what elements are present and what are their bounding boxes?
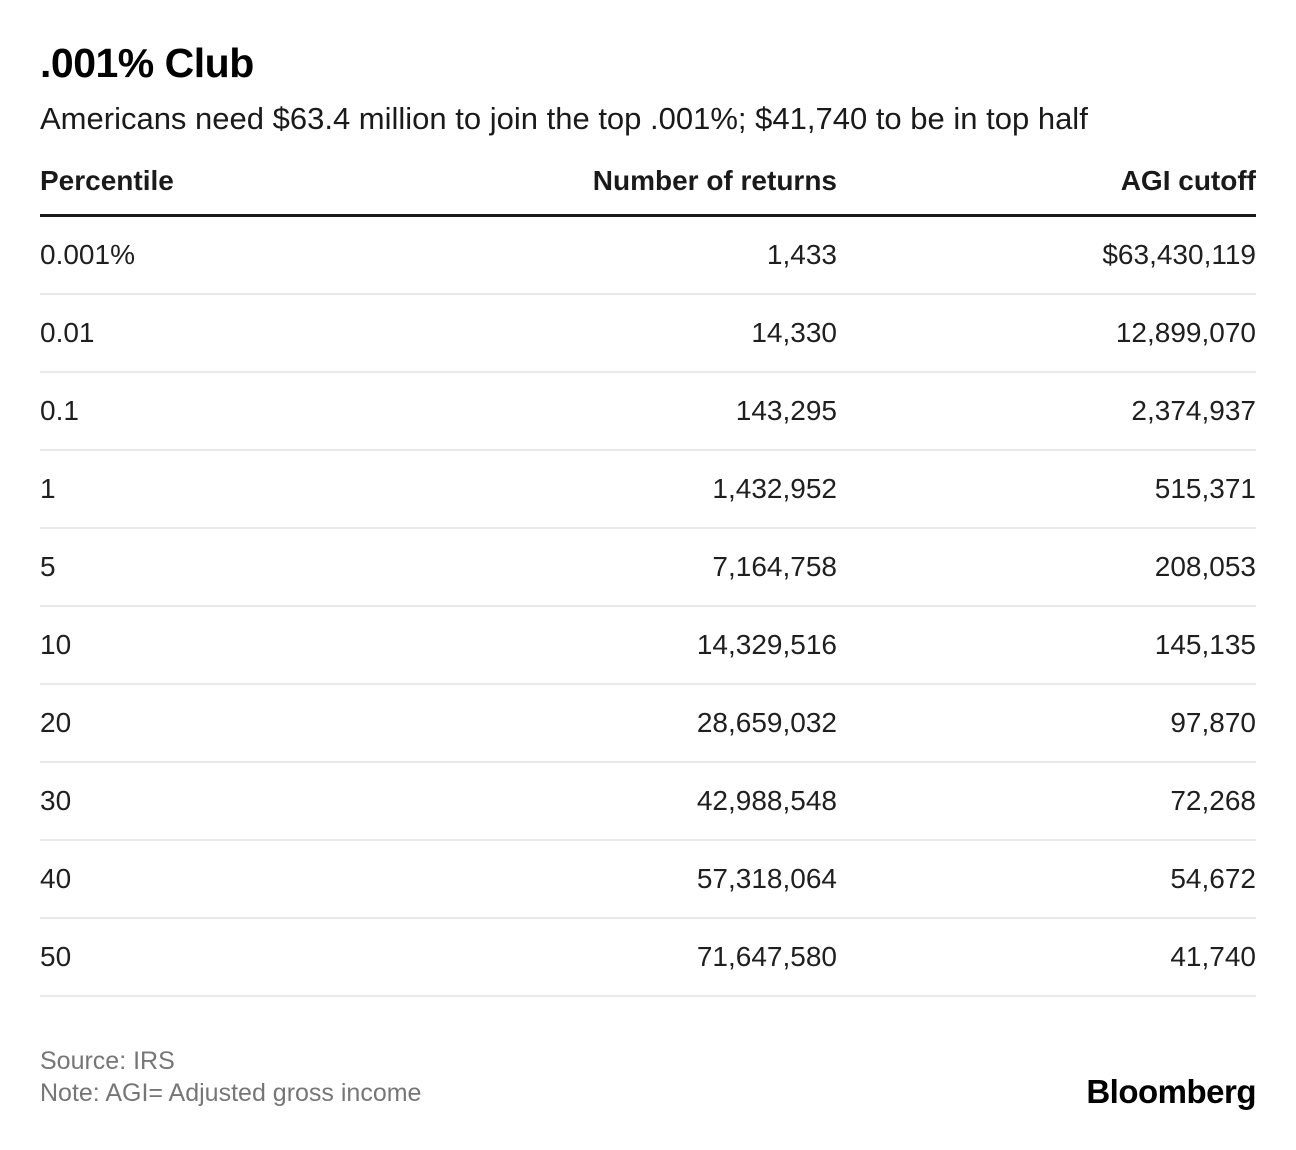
cell-percentile: 50 — [40, 941, 72, 972]
cell-agi-cutoff: 208,053 — [1154, 551, 1256, 582]
cell-percentile: 5 — [40, 551, 56, 582]
cell-number-of-returns: 42,988,548 — [696, 785, 837, 816]
cell-percentile: 40 — [40, 863, 72, 894]
table-row: 0.1 143,295 2,374,937 — [40, 373, 1256, 451]
cell-number-of-returns: 1,433 — [766, 239, 837, 270]
cell-number-of-returns: 71,647,580 — [696, 941, 837, 972]
cell-agi-cutoff: 97,870 — [1170, 707, 1256, 738]
page-title: .001% Club — [40, 40, 254, 86]
cell-percentile: 10 — [40, 629, 72, 660]
percentile-table: Percentile Number of returns AGI cutoff … — [40, 164, 1256, 997]
table-row: 20 28,659,032 97,870 — [40, 685, 1256, 763]
cell-percentile: 0.001% — [40, 239, 135, 270]
footer-notes: Source: IRS Note: AGI= Adjusted gross in… — [40, 1045, 421, 1109]
page-subtitle: Americans need $63.4 million to join the… — [40, 101, 1088, 136]
column-header-percentile: Percentile — [40, 165, 174, 196]
table-row: 40 57,318,064 54,672 — [40, 841, 1256, 919]
cell-number-of-returns: 7,164,758 — [712, 551, 837, 582]
bloomberg-logo: Bloomberg — [1086, 1073, 1256, 1110]
cell-percentile: 1 — [40, 473, 56, 504]
table-row: 10 14,329,516 145,135 — [40, 607, 1256, 685]
table-row: 0.001% 1,433 $63,430,119 — [40, 217, 1256, 295]
table-row: 50 71,647,580 41,740 — [40, 919, 1256, 997]
cell-number-of-returns: 28,659,032 — [696, 707, 837, 738]
footer: Source: IRS Note: AGI= Adjusted gross in… — [40, 1045, 1256, 1109]
column-header-agi-cutoff: AGI cutoff — [1120, 165, 1256, 196]
cell-agi-cutoff: 145,135 — [1154, 629, 1256, 660]
cell-number-of-returns: 57,318,064 — [696, 863, 837, 894]
table-row: 30 42,988,548 72,268 — [40, 763, 1256, 841]
column-header-number-of-returns: Number of returns — [592, 165, 837, 196]
cell-percentile: 0.01 — [40, 317, 95, 348]
cell-number-of-returns: 1,432,952 — [712, 473, 837, 504]
table-row: 5 7,164,758 208,053 — [40, 529, 1256, 607]
cell-agi-cutoff: $63,430,119 — [1102, 239, 1256, 270]
cell-agi-cutoff: 2,374,937 — [1131, 395, 1256, 426]
cell-percentile: 0.1 — [40, 395, 79, 426]
cell-number-of-returns: 14,329,516 — [696, 629, 837, 660]
cell-number-of-returns: 14,330 — [751, 317, 837, 348]
table-row: 1 1,432,952 515,371 — [40, 451, 1256, 529]
cell-percentile: 20 — [40, 707, 72, 738]
table-row: 0.01 14,330 12,899,070 — [40, 295, 1256, 373]
cell-number-of-returns: 143,295 — [735, 395, 837, 426]
cell-agi-cutoff: 54,672 — [1170, 863, 1256, 894]
table-body: 0.001% 1,433 $63,430,119 0.01 14,330 12,899,0… — [40, 217, 1256, 997]
cell-agi-cutoff: 515,371 — [1154, 473, 1256, 504]
agi-definition-note: Note: AGI= Adjusted gross income — [40, 1079, 422, 1107]
cell-agi-cutoff: 12,899,070 — [1115, 317, 1256, 348]
cell-percentile: 30 — [40, 785, 72, 816]
table-header-row: Percentile Number of returns AGI cutoff — [40, 164, 1256, 217]
cell-agi-cutoff: 72,268 — [1170, 785, 1256, 816]
source-note: Source: IRS — [40, 1047, 175, 1075]
cell-agi-cutoff: 41,740 — [1170, 941, 1256, 972]
